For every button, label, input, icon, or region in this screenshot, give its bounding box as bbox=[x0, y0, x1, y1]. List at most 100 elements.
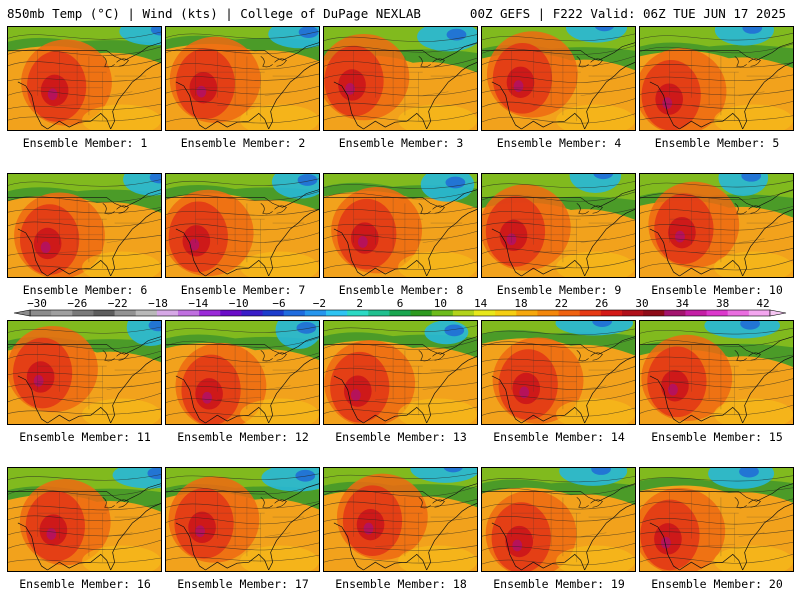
ensemble-member-label: Ensemble Member: 19 bbox=[493, 577, 625, 591]
colorbar-tick-label: 22 bbox=[555, 297, 568, 310]
ensemble-member-map bbox=[481, 320, 636, 425]
temperature-field bbox=[324, 174, 477, 277]
colorbar-swatch bbox=[304, 310, 327, 316]
ensemble-member-label: Ensemble Member: 20 bbox=[651, 577, 783, 591]
temperature-field bbox=[482, 468, 635, 571]
temperature-field bbox=[166, 174, 319, 277]
colorbar-tick-label: −18 bbox=[148, 297, 168, 310]
colorbar-tick-label: 2 bbox=[356, 297, 363, 310]
colorbar-swatch bbox=[431, 310, 454, 316]
temperature-field bbox=[324, 27, 477, 130]
colorbar-swatch bbox=[558, 310, 581, 316]
ensemble-member-map bbox=[323, 467, 478, 572]
temperature-field bbox=[482, 27, 635, 130]
ensemble-member-label: Ensemble Member: 5 bbox=[654, 136, 780, 150]
colorbar-swatch bbox=[368, 310, 390, 316]
colorbar-swatch bbox=[347, 310, 369, 316]
colorbar-tick-label: 34 bbox=[676, 297, 690, 310]
temperature-field bbox=[482, 321, 635, 424]
colorbar-swatch bbox=[706, 310, 729, 316]
colorbar-swatch bbox=[156, 310, 179, 316]
colorbar-min-arrow bbox=[13, 309, 31, 317]
temperature-field bbox=[166, 321, 319, 424]
ensemble-member-label: Ensemble Member: 2 bbox=[180, 136, 306, 150]
colorbar-swatch bbox=[452, 310, 475, 316]
colorbar-tick-label: −10 bbox=[229, 297, 249, 310]
colorbar-tick-label: −30 bbox=[27, 297, 47, 310]
ensemble-member-map bbox=[481, 26, 636, 131]
ensemble-member-label: Ensemble Member: 10 bbox=[651, 283, 783, 297]
ensemble-member-label: Ensemble Member: 16 bbox=[19, 577, 151, 591]
temperature-field bbox=[8, 321, 161, 424]
colorbar-swatch bbox=[114, 310, 137, 316]
ensemble-member-label: Ensemble Member: 6 bbox=[22, 283, 148, 297]
ensemble-member-map bbox=[165, 26, 320, 131]
ensemble-member-label: Ensemble Member: 13 bbox=[335, 430, 467, 444]
colorbar-swatch bbox=[389, 310, 412, 316]
map-title: 850mb Temp (°C) | Wind (kts) | College o… bbox=[7, 6, 421, 21]
temperature-field bbox=[8, 27, 161, 130]
ensemble-member-map bbox=[481, 173, 636, 278]
temperature-field bbox=[166, 27, 319, 130]
ensemble-member-label: Ensemble Member: 4 bbox=[496, 136, 622, 150]
colorbar-tick-label: −2 bbox=[313, 297, 326, 310]
colorbar-swatch bbox=[410, 310, 433, 316]
ensemble-member-map bbox=[639, 173, 794, 278]
colorbar-tick-label: 18 bbox=[514, 297, 527, 310]
ensemble-member-map bbox=[7, 320, 162, 425]
colorbar-swatch bbox=[495, 310, 517, 316]
ensemble-member-map bbox=[323, 26, 478, 131]
colorbar-tick-label: 26 bbox=[595, 297, 608, 310]
colorbar-tick-label: 38 bbox=[716, 297, 729, 310]
temperature-field bbox=[8, 174, 161, 277]
colorbar-swatch bbox=[283, 310, 306, 316]
colorbar-swatch bbox=[30, 310, 52, 316]
ensemble-member-label: Ensemble Member: 15 bbox=[651, 430, 783, 444]
colorbar-swatch bbox=[579, 310, 602, 316]
colorbar-swatch bbox=[220, 310, 242, 316]
temperature-field bbox=[324, 468, 477, 571]
ensemble-member-label: Ensemble Member: 14 bbox=[493, 430, 625, 444]
colorbar-tick-label: 30 bbox=[635, 297, 648, 310]
colorbar-swatch bbox=[537, 310, 560, 316]
ensemble-member-map bbox=[7, 467, 162, 572]
colorbar-swatch bbox=[93, 310, 116, 316]
colorbar-swatch bbox=[748, 310, 771, 316]
ensemble-member-map bbox=[323, 320, 478, 425]
colorbar-swatch bbox=[664, 310, 686, 316]
colorbar-swatch bbox=[727, 310, 750, 316]
colorbar-swatch bbox=[474, 310, 496, 316]
temperature-field bbox=[640, 468, 793, 571]
temperature-field bbox=[324, 321, 477, 424]
colorbar-swatch bbox=[241, 310, 264, 316]
ensemble-member-map bbox=[165, 173, 320, 278]
temperature-field bbox=[640, 27, 793, 130]
ensemble-member-map bbox=[7, 173, 162, 278]
ensemble-member-label: Ensemble Member: 18 bbox=[335, 577, 467, 591]
temperature-field bbox=[640, 174, 793, 277]
colorbar-swatch bbox=[326, 310, 348, 316]
temperature-field bbox=[640, 321, 793, 424]
ensemble-member-label: Ensemble Member: 7 bbox=[180, 283, 306, 297]
model-run-valid-time: 00Z GEFS | F222 Valid: 06Z TUE JUN 17 20… bbox=[469, 6, 786, 21]
colorbar-swatch bbox=[51, 310, 73, 316]
colorbar-tick-label: 6 bbox=[397, 297, 404, 310]
colorbar-swatch bbox=[622, 310, 644, 316]
ensemble-member-label: Ensemble Member: 9 bbox=[496, 283, 622, 297]
ensemble-member-label: Ensemble Member: 12 bbox=[177, 430, 309, 444]
colorbar-swatch bbox=[262, 310, 285, 316]
colorbar-swatch bbox=[178, 310, 200, 316]
colorbar-tick-label: −14 bbox=[188, 297, 208, 310]
ensemble-member-label: Ensemble Member: 3 bbox=[338, 136, 464, 150]
ensemble-member-map bbox=[165, 467, 320, 572]
colorbar-swatch bbox=[685, 310, 708, 316]
temperature-colorbar: −30 −26 −22 −18 −14 −10 −6 −2 2 6 10 14 18 22 26 30 34 38… bbox=[13, 297, 787, 317]
colorbar-tick-label: −26 bbox=[67, 297, 87, 310]
ensemble-member-map bbox=[7, 26, 162, 131]
colorbar-swatch bbox=[600, 310, 623, 316]
ensemble-member-map bbox=[481, 467, 636, 572]
temperature-field bbox=[482, 174, 635, 277]
ensemble-member-label: Ensemble Member: 8 bbox=[338, 283, 464, 297]
ensemble-member-map bbox=[639, 26, 794, 131]
colorbar-swatch bbox=[199, 310, 221, 316]
